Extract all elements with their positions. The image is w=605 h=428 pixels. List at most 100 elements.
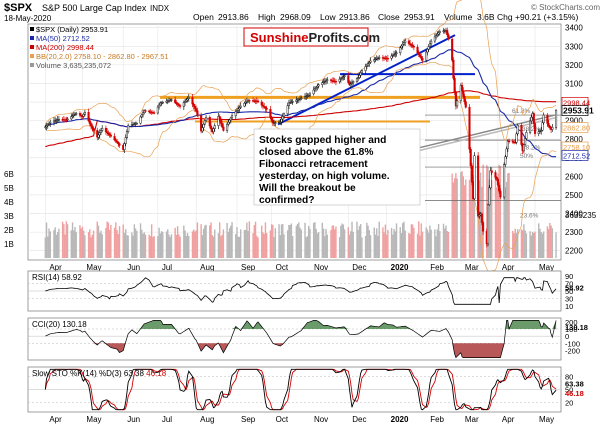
volume-bar — [435, 236, 437, 258]
volume-bar — [471, 165, 473, 258]
chg-label: Chg — [497, 12, 513, 22]
volume-bar — [240, 229, 242, 258]
candle-body — [339, 78, 342, 80]
candle-body — [452, 59, 455, 79]
candle-body — [409, 43, 412, 45]
candle-body — [139, 116, 142, 124]
rsi-grid — [28, 283, 561, 299]
candle-body — [187, 97, 190, 99]
x-tick-label: Mar — [465, 263, 479, 272]
candle-body — [453, 78, 456, 93]
price-label-box — [561, 150, 589, 161]
candle-body — [140, 114, 143, 118]
annotation-text: Stocks gapped higher and closed above the… — [259, 135, 390, 206]
volume-bar — [403, 221, 405, 258]
candle-body — [185, 99, 188, 102]
volume-bar — [226, 222, 228, 258]
volume-bar — [273, 237, 275, 258]
volume-bar — [452, 182, 455, 258]
price-panel: 61.8% 38.2% 38.2% 50% 23.6% 2200 2300 2400 2500… — [4, 0, 597, 272]
candle-body — [313, 88, 316, 91]
volume-bar — [238, 236, 241, 258]
price-label-box — [561, 122, 589, 133]
candle-body — [421, 58, 424, 61]
volume-bar — [316, 233, 319, 258]
candle-body — [438, 31, 441, 34]
volume-bar — [410, 224, 413, 258]
candle-body — [308, 93, 312, 96]
candle-body — [73, 113, 77, 116]
brand-part3: .com — [350, 30, 380, 45]
candle-body — [245, 101, 248, 103]
sunshine-profits-logo: SunshineProfits.com — [243, 27, 380, 47]
candle-body — [360, 70, 363, 74]
volume-bar — [359, 224, 362, 258]
candle-body — [393, 54, 396, 56]
volume-bar — [157, 236, 159, 258]
svg-text:SunshineProfits.com: SunshineProfits.com — [250, 30, 380, 45]
volume-bar — [393, 228, 395, 258]
candle-body — [322, 81, 325, 83]
volume-bar — [461, 171, 463, 258]
neckline-gray — [419, 114, 556, 149]
candle-body — [78, 113, 81, 116]
x-tick-label: Feb — [430, 415, 444, 424]
volume-bar — [373, 227, 375, 258]
candle-body — [464, 101, 467, 108]
volume-bar — [167, 229, 169, 258]
volume-bar — [74, 227, 76, 258]
candle-body — [468, 107, 471, 150]
candle-body — [125, 131, 128, 138]
volume-bar — [201, 235, 204, 258]
candle-body — [426, 49, 429, 53]
candle-body — [555, 110, 558, 128]
volume-bar — [186, 232, 189, 258]
volume-bar — [366, 222, 368, 258]
candle-body — [218, 116, 221, 121]
volume-bar — [205, 224, 207, 258]
candle-body — [170, 99, 173, 101]
candle-body — [530, 116, 533, 122]
candle-body — [114, 139, 117, 142]
sto-panel: Slow STO %K(14) %D(3) 63.38 46.18 80 50 20… — [27, 366, 584, 413]
candle-body — [321, 82, 324, 86]
volume-bar — [352, 231, 354, 258]
volume-bar — [419, 235, 421, 258]
candle-body — [191, 97, 194, 105]
candle-body — [230, 115, 234, 119]
candle-body — [153, 112, 156, 114]
volume-bar — [503, 176, 505, 258]
volume-bar — [534, 231, 536, 258]
price-tick-label: 3400 — [565, 24, 583, 33]
volume-bar — [256, 235, 258, 258]
candle-body — [489, 170, 492, 189]
x-tick-label: Apr — [49, 263, 62, 272]
candle-body — [418, 54, 422, 57]
chart-index-name: S&P 500 Large Cap Index — [42, 3, 147, 13]
candle-body — [436, 33, 439, 36]
volume-bar — [101, 234, 103, 258]
volume-bar — [402, 223, 404, 258]
volume-bar — [175, 234, 178, 258]
price-tick-label: 2900 — [565, 117, 583, 126]
candle-body — [430, 40, 433, 45]
volume-bar — [551, 228, 554, 258]
volume-bar — [300, 229, 303, 258]
volume-bar — [193, 229, 195, 258]
volume-bar — [472, 175, 474, 258]
candle-body — [515, 133, 518, 143]
candle-body — [524, 138, 527, 145]
volume-bar — [56, 232, 59, 258]
volume-bar — [289, 224, 291, 258]
volume-bar — [549, 222, 551, 258]
volume-bar — [169, 236, 171, 258]
candle-body — [522, 144, 525, 152]
volume-bar — [446, 231, 448, 258]
candle-body — [213, 125, 216, 129]
candle-body — [416, 46, 419, 54]
x-tick-label: Aug — [200, 415, 214, 424]
volume-bar — [295, 225, 298, 258]
volume-bar — [75, 232, 77, 258]
